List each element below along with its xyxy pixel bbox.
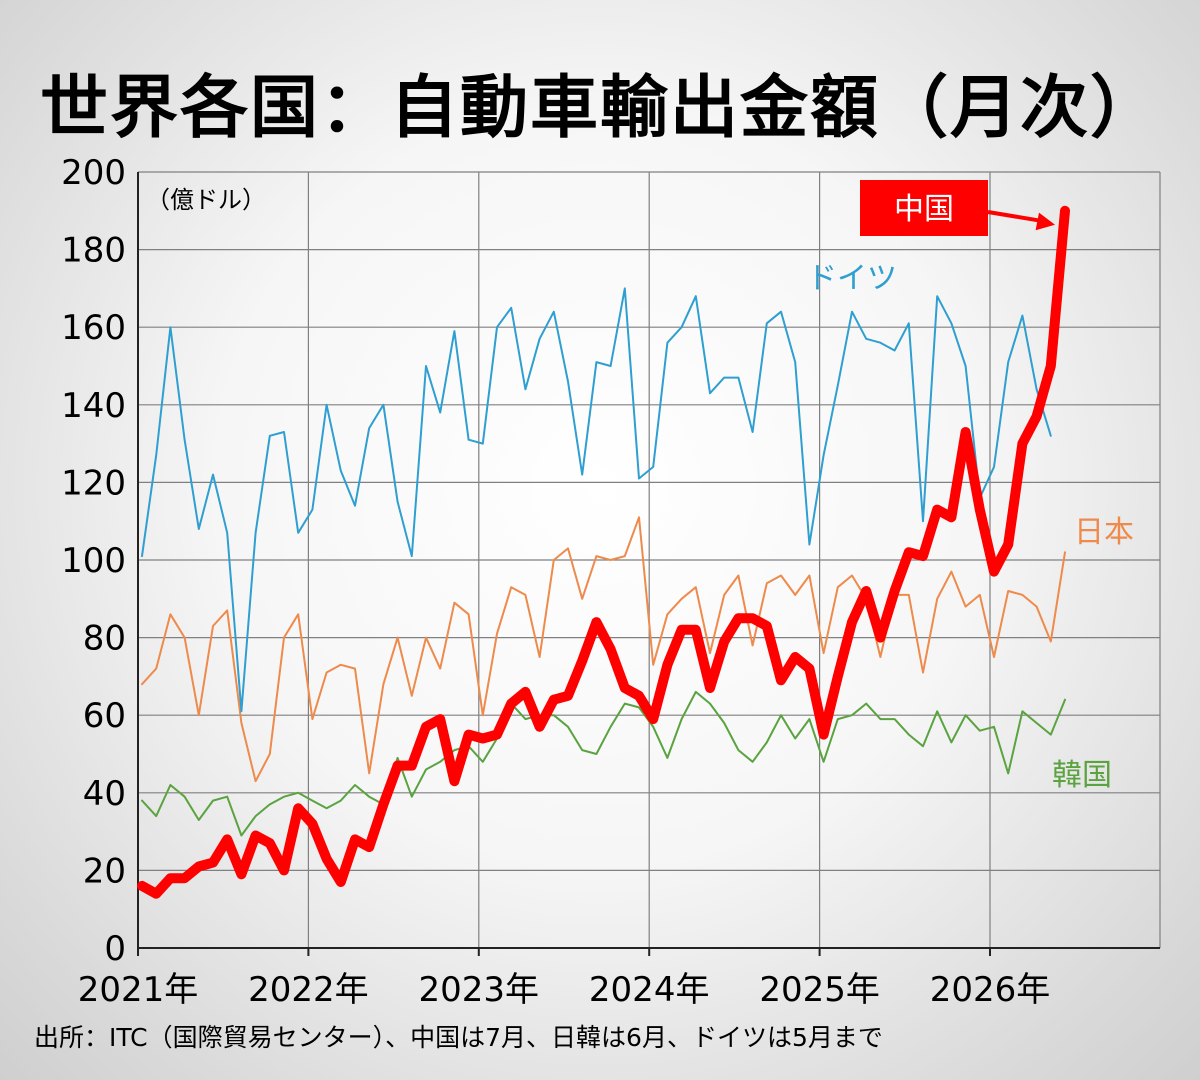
x-tick-label: 2026年 bbox=[930, 970, 1051, 1010]
series-label-china: 中国 bbox=[894, 192, 954, 227]
y-unit-label: （億ドル） bbox=[146, 186, 266, 214]
y-tick-label: 80 bbox=[83, 619, 126, 659]
y-tick-label: 140 bbox=[61, 386, 126, 426]
series-line-korea bbox=[141, 690, 1066, 837]
y-tick-label: 100 bbox=[61, 541, 126, 581]
y-tick-label: 200 bbox=[61, 153, 126, 193]
axes: 0 20 40 60 80 100 120 140 160 180 200 2021年 2022年 202… bbox=[61, 153, 1160, 1010]
y-tick-label: 60 bbox=[83, 696, 126, 736]
y-tick-label: 20 bbox=[83, 851, 126, 891]
series-label-korea: 韓国 bbox=[1052, 758, 1112, 793]
x-tick-label: 2025年 bbox=[759, 970, 880, 1010]
series-label-japan: 日本 bbox=[1074, 515, 1134, 550]
china-arrow-line bbox=[987, 210, 1048, 224]
x-tick-label: 2022年 bbox=[248, 970, 369, 1010]
chart-title: 世界各国：自動車輸出金額（月次） bbox=[39, 69, 1160, 148]
y-tick-label: 40 bbox=[83, 774, 126, 814]
series-line-germany bbox=[141, 287, 1052, 713]
y-tick-label: 0 bbox=[104, 929, 126, 969]
source-note: 出所：ITC（国際貿易センター）、中国は7月、日韓は6月、ドイツは5月まで bbox=[34, 1023, 883, 1052]
series-line-china bbox=[137, 205, 1070, 899]
series-line-japan bbox=[141, 516, 1066, 783]
china-arrow-head bbox=[1035, 212, 1055, 231]
series bbox=[137, 205, 1070, 899]
y-tick-label: 120 bbox=[61, 463, 126, 503]
series-label-box-china bbox=[860, 180, 988, 236]
x-tick-label: 2021年 bbox=[78, 970, 199, 1010]
y-tick-label: 160 bbox=[61, 308, 126, 348]
x-tick-label: 2024年 bbox=[589, 970, 710, 1010]
x-tick-label: 2023年 bbox=[419, 970, 540, 1010]
y-tick-label: 180 bbox=[61, 231, 126, 271]
series-label-germany: ドイツ bbox=[807, 261, 897, 296]
